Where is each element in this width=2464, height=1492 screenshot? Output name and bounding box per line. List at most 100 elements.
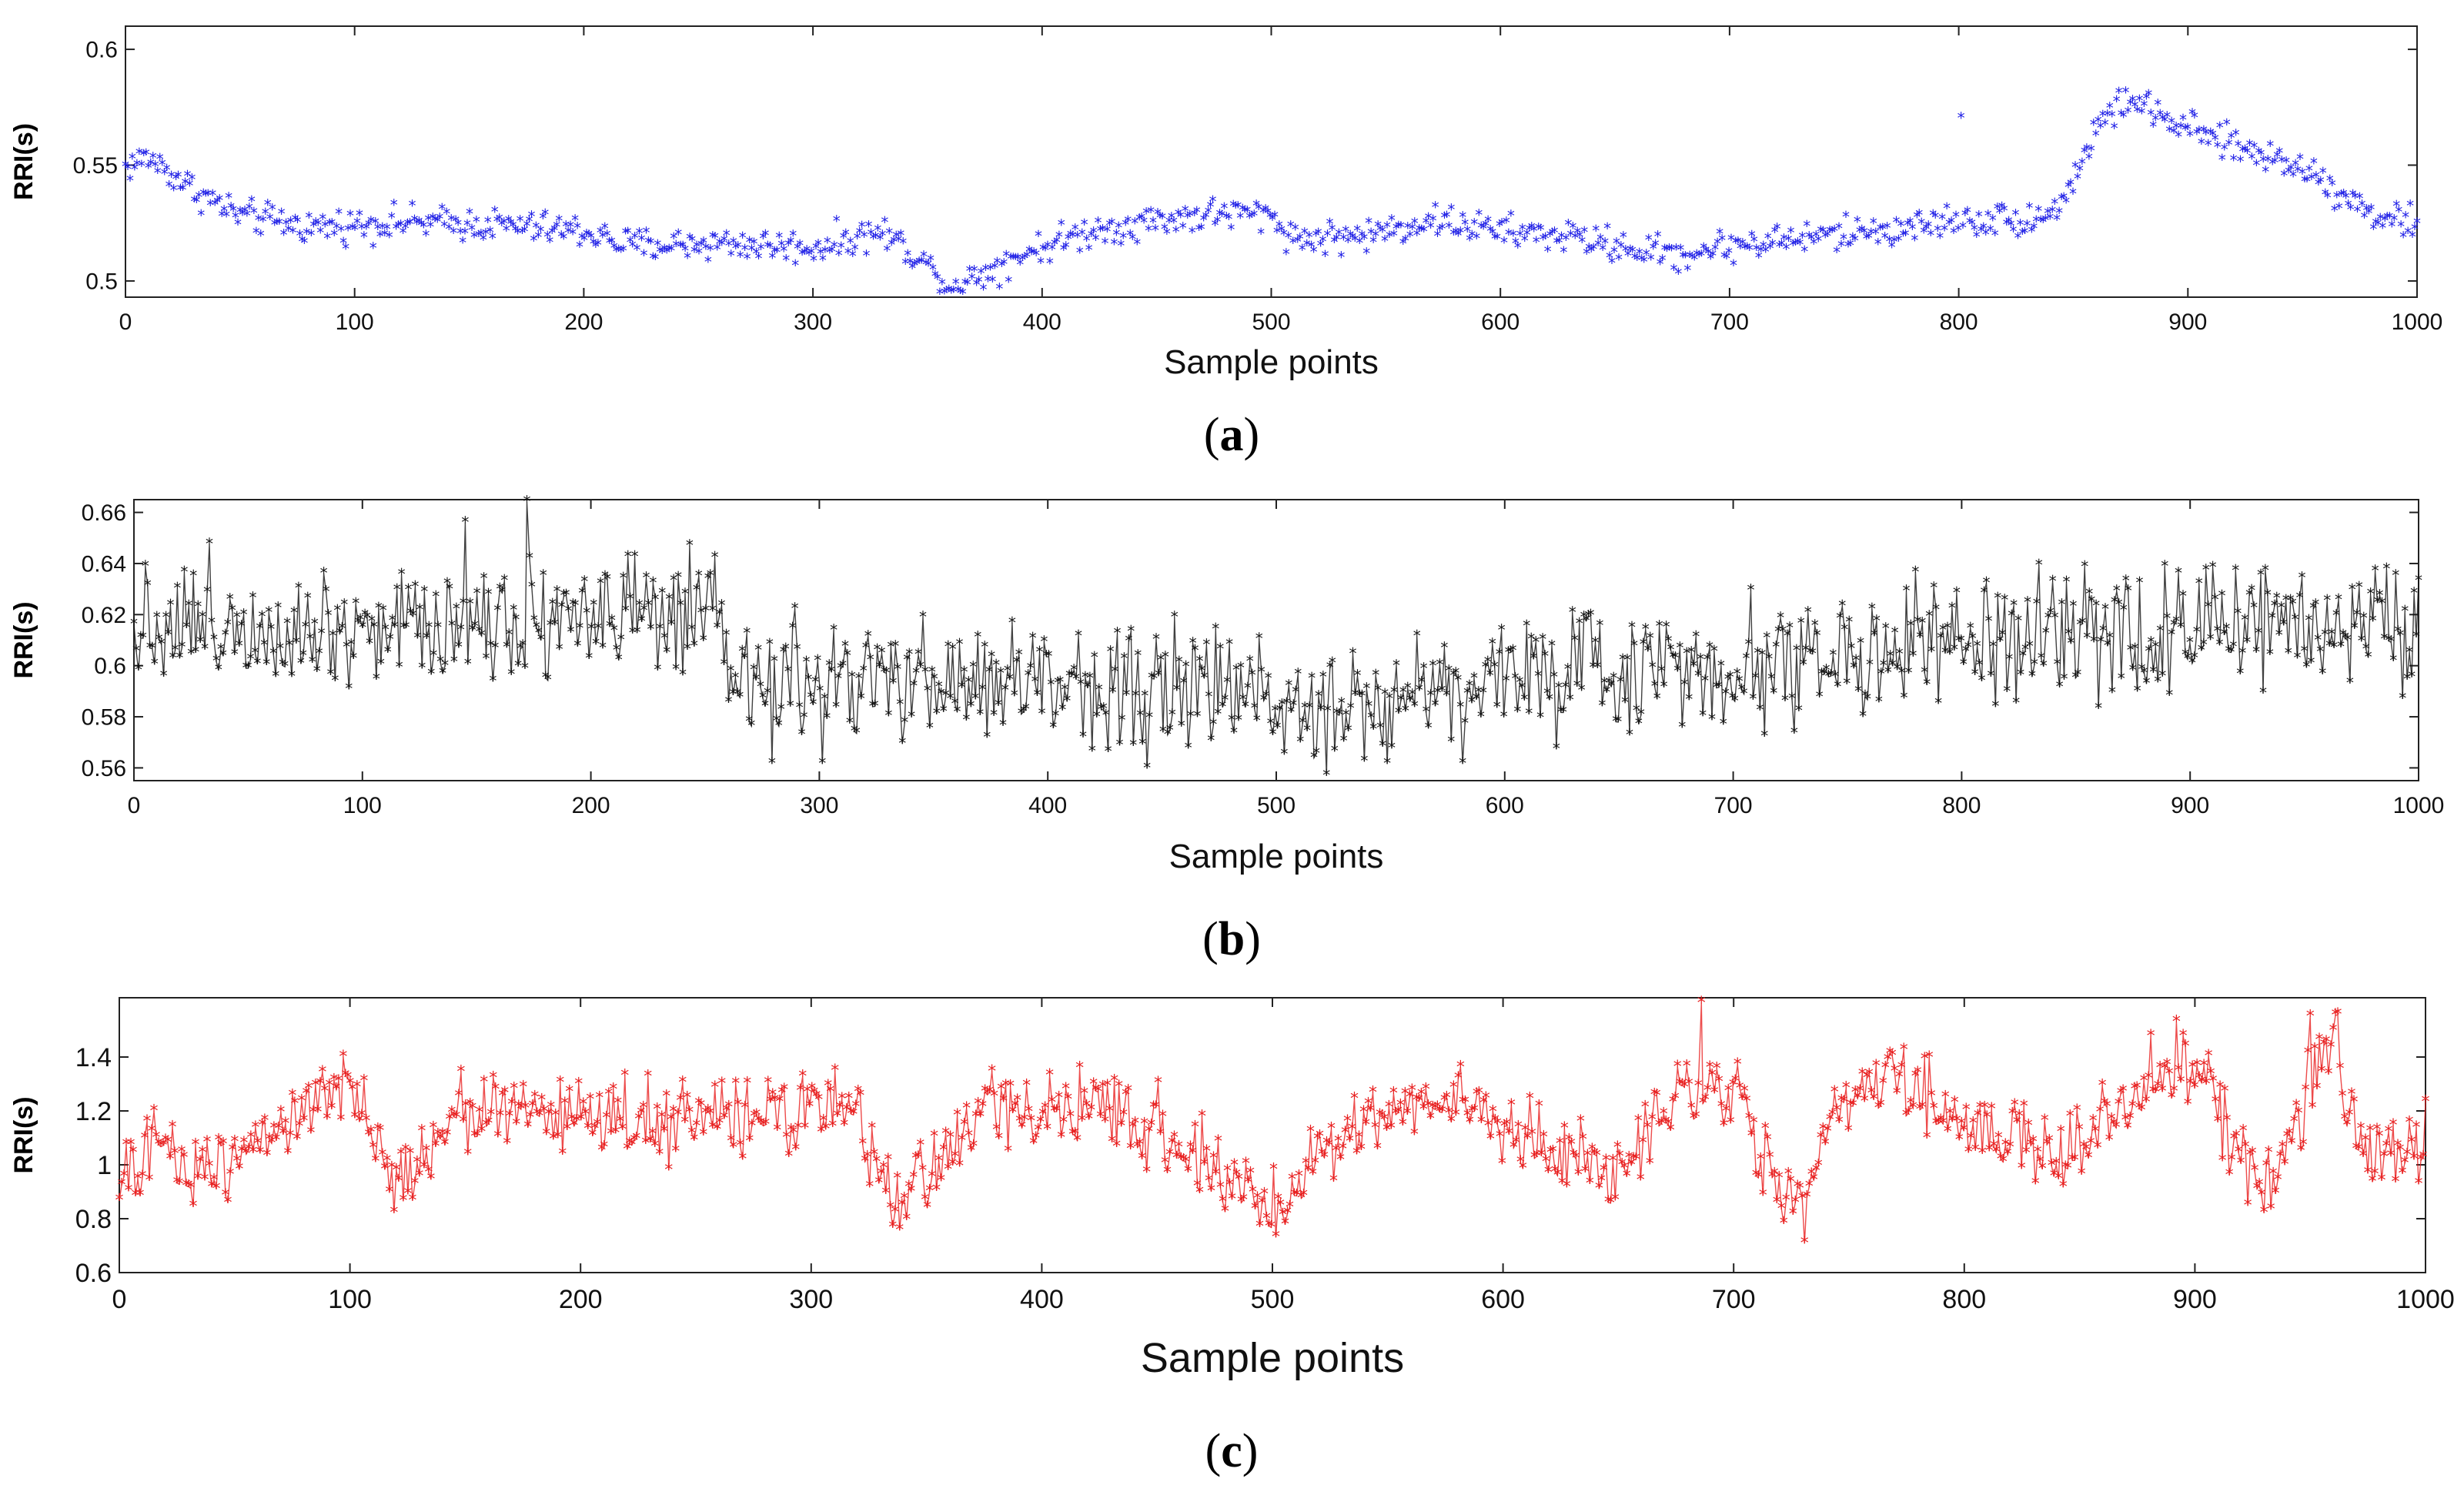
data-point: * [580,572,588,590]
data-point: * [2396,1141,2405,1160]
data-point: * [1152,1099,1160,1118]
data-point: * [590,235,597,253]
data-point: * [2312,596,2319,614]
data-point: * [613,243,620,261]
data-point: * [1149,1099,1158,1118]
data-point: * [300,234,308,253]
data-point: * [2010,597,2018,615]
data-point: * [811,673,819,691]
data-point: * [182,618,190,637]
data-point: * [1759,1186,1767,1206]
data-point: * [1783,240,1790,259]
data-point: * [553,1129,562,1148]
data-point: * [1929,206,1937,225]
data-point: * [1669,1093,1677,1112]
data-point: * [2374,216,2382,234]
data-point: * [276,1103,285,1122]
data-point: * [954,703,961,721]
data-point: * [118,1176,126,1196]
data-point: * [195,189,202,207]
data-point: * [417,216,425,235]
data-point: * [1674,265,1682,283]
data-point: * [2031,655,2038,674]
x-tick-label: 200 [559,1285,603,1314]
data-point: * [446,580,453,598]
data-point: * [2403,670,2411,688]
data-point: * [403,1185,412,1204]
data-point: * [674,1106,682,1126]
data-point: * [2115,84,2123,102]
data-point: * [2044,205,2051,223]
data-point: * [306,630,314,648]
data-point: * [1523,617,1530,635]
data-point: * [1087,1101,1095,1120]
data-point: * [2097,633,2105,651]
data-point: * [1984,206,1992,225]
data-point: * [863,246,871,265]
data-point: * [1459,209,1466,227]
data-point: * [1715,1073,1723,1092]
data-point: * [610,621,618,640]
data-point: * [1306,228,1313,246]
data-point: * [901,713,908,731]
y-tick-label: 1.4 [75,1043,112,1072]
data-point: * [1063,692,1071,711]
data-point: * [1133,235,1141,253]
data-point: * [1395,218,1403,236]
data-point: * [1765,650,1773,668]
data-point: * [1901,689,1908,708]
data-point: * [1771,223,1779,242]
data-point: * [1923,675,1931,694]
data-point: * [2149,1083,2158,1102]
data-point: * [222,1186,230,1206]
data-point: * [692,1117,700,1136]
x-tick-label: 300 [800,793,838,818]
data-point: * [1310,748,1318,767]
data-point: * [777,237,785,256]
data-point: * [2011,1096,2019,1116]
data-point: * [290,604,298,622]
data-point: * [521,1099,530,1119]
data-point: * [1158,1108,1167,1127]
data-point: * [2122,572,2130,590]
data-point: * [145,1172,154,1191]
data-point: * [826,1082,834,1102]
data-point: * [1814,1157,1823,1176]
data-point: * [1784,627,1791,645]
data-point: * [803,1083,811,1102]
data-point: * [571,211,579,229]
data-point: * [837,239,845,257]
data-point: * [869,697,877,715]
data-point: * [1560,243,1567,262]
data-point: * [1636,245,1643,263]
data-point: * [1932,600,1940,619]
data-point: * [997,664,1005,682]
data-point: * [1738,681,1746,699]
data-point: * [2069,597,2077,615]
data-point: * [2410,584,2418,603]
data-point: * [2052,1156,2061,1175]
data-point: * [919,608,927,627]
data-point: * [906,254,914,273]
data-point: * [1463,684,1471,702]
data-point: * [2129,661,2137,680]
data-point: * [1708,711,1716,729]
data-point: * [224,1193,232,1213]
data-point: * [927,252,934,270]
data-point: * [1278,222,1285,240]
data-point: * [510,601,517,620]
data-point: * [1292,1186,1301,1206]
data-point: * [323,229,331,248]
data-point: * [1496,1128,1504,1147]
data-point: * [2069,185,2077,203]
x-tick-label: 300 [794,309,832,335]
data-point: * [898,734,906,753]
data-point: * [796,236,804,255]
data-point: * [1812,228,1820,246]
data-point: * [1981,1099,1989,1119]
data-point: * [1793,641,1800,660]
x-tick-label: 700 [1714,793,1753,818]
data-point: * [576,619,583,637]
data-point: * [958,1132,966,1151]
data-point: * [729,685,737,704]
